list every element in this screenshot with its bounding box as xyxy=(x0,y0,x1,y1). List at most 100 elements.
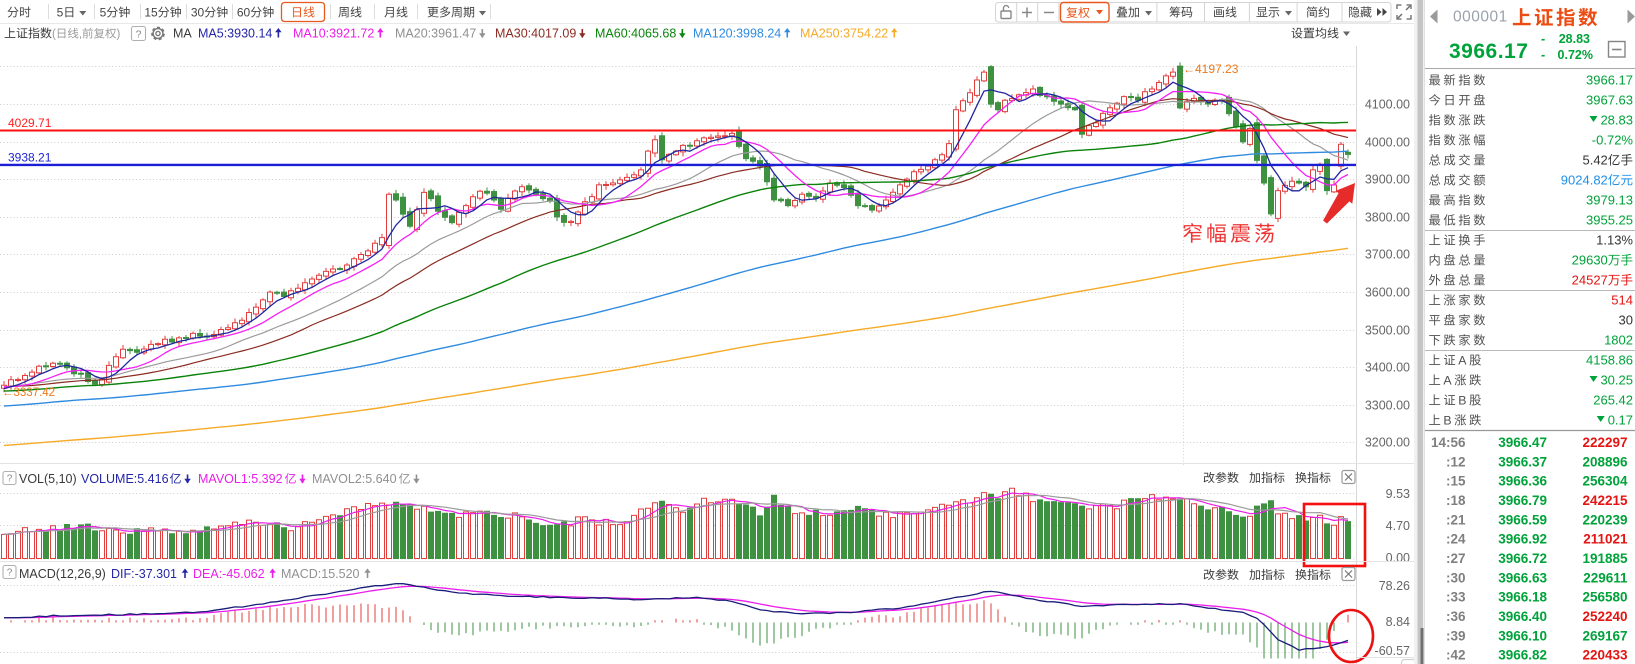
svg-text:DEA:-45.062: DEA:-45.062 xyxy=(193,567,265,581)
svg-text:3966.92: 3966.92 xyxy=(1498,532,1547,547)
svg-text:0.00: 0.00 xyxy=(1386,551,1410,565)
svg-text:MACD:15.520: MACD:15.520 xyxy=(281,567,360,581)
svg-text:-60.57: -60.57 xyxy=(1375,644,1410,658)
svg-text:8.84: 8.84 xyxy=(1386,615,1410,629)
svg-text:←3337.42: ←3337.42 xyxy=(2,387,55,399)
svg-text:): ) xyxy=(117,29,121,41)
svg-text:6: 6 xyxy=(237,6,244,20)
svg-text:3700.00: 3700.00 xyxy=(1365,248,1410,262)
svg-text:A: A xyxy=(1443,374,1452,388)
svg-text:MA250:3754.22: MA250:3754.22 xyxy=(800,27,888,41)
svg-text:242215: 242215 xyxy=(1582,493,1628,508)
svg-text:4158.86: 4158.86 xyxy=(1586,353,1633,368)
svg-text::33: :33 xyxy=(1446,590,1466,605)
svg-text:211021: 211021 xyxy=(1583,532,1628,547)
svg-text:3966.72: 3966.72 xyxy=(1498,551,1547,566)
svg-text:208896: 208896 xyxy=(1582,454,1628,469)
svg-text:MA30:4017.09: MA30:4017.09 xyxy=(495,27,576,41)
svg-text:3300.00: 3300.00 xyxy=(1365,399,1410,413)
svg-text:9.53: 9.53 xyxy=(1386,487,1410,501)
svg-text:1802: 1802 xyxy=(1604,333,1633,348)
svg-text:DIF:-37.301: DIF:-37.301 xyxy=(111,567,177,581)
svg-text:191885: 191885 xyxy=(1582,551,1628,566)
svg-text:3800.00: 3800.00 xyxy=(1365,211,1410,225)
svg-text:3966.59: 3966.59 xyxy=(1498,512,1547,527)
svg-text:?: ? xyxy=(7,568,13,579)
svg-text::27: :27 xyxy=(1446,551,1466,566)
svg-text:MACD(12,26,9): MACD(12,26,9) xyxy=(19,567,106,581)
svg-text:MA120:3998.24: MA120:3998.24 xyxy=(693,27,781,41)
svg-text:4100.00: 4100.00 xyxy=(1365,98,1410,112)
svg-text:..: .. xyxy=(1406,658,1411,664)
svg-text:3966.17: 3966.17 xyxy=(1449,40,1528,63)
svg-text::12: :12 xyxy=(1446,454,1466,469)
svg-text:3966.10: 3966.10 xyxy=(1498,628,1547,643)
svg-text:3966.17: 3966.17 xyxy=(1586,73,1633,88)
svg-text:4.70: 4.70 xyxy=(1386,519,1410,533)
svg-text:220239: 220239 xyxy=(1582,512,1627,527)
svg-text:229611: 229611 xyxy=(1583,570,1628,585)
svg-text:A: A xyxy=(1458,354,1467,368)
svg-text:?: ? xyxy=(7,474,13,485)
svg-text:0.72%: 0.72% xyxy=(1558,48,1593,62)
svg-text:MAVOL2:5.640: MAVOL2:5.640 xyxy=(312,472,397,486)
svg-text:5: 5 xyxy=(100,6,107,20)
svg-text:14:56: 14:56 xyxy=(1431,435,1466,450)
svg-text:VOL(5,10): VOL(5,10) xyxy=(19,472,77,486)
svg-text:4000.00: 4000.00 xyxy=(1365,136,1410,150)
svg-text:VOLUME:5.416: VOLUME:5.416 xyxy=(81,472,169,486)
svg-text:9024.82: 9024.82 xyxy=(1561,173,1608,188)
svg-text:3966.82: 3966.82 xyxy=(1498,648,1547,663)
svg-text:3955.25: 3955.25 xyxy=(1586,213,1633,228)
svg-text:30.25: 30.25 xyxy=(1600,373,1633,388)
svg-text:←4197.23: ←4197.23 xyxy=(1183,62,1239,76)
svg-text:256304: 256304 xyxy=(1582,474,1628,489)
svg-text:3966.18: 3966.18 xyxy=(1498,590,1547,605)
svg-text:3966.36: 3966.36 xyxy=(1498,474,1547,489)
svg-text:5.42: 5.42 xyxy=(1582,153,1607,168)
svg-text:514: 514 xyxy=(1611,293,1633,308)
svg-text:3966.37: 3966.37 xyxy=(1498,454,1547,469)
svg-text:000001: 000001 xyxy=(1453,9,1508,26)
svg-text:3200.00: 3200.00 xyxy=(1365,436,1410,450)
svg-text:(: ( xyxy=(52,29,56,41)
svg-text:5: 5 xyxy=(151,6,158,20)
svg-text:MA10:3921.72: MA10:3921.72 xyxy=(293,27,374,41)
svg-text:3400.00: 3400.00 xyxy=(1365,361,1410,375)
svg-text:MA: MA xyxy=(173,27,192,41)
svg-text:28.83: 28.83 xyxy=(1559,32,1590,46)
svg-text:3966.47: 3966.47 xyxy=(1498,435,1547,450)
svg-text:3900.00: 3900.00 xyxy=(1365,173,1410,187)
svg-text:222297: 222297 xyxy=(1582,435,1627,450)
svg-text:MA20:3961.47: MA20:3961.47 xyxy=(395,27,476,41)
svg-text::21: :21 xyxy=(1446,512,1466,527)
svg-text:3967.63: 3967.63 xyxy=(1586,93,1633,108)
svg-text:265.42: 265.42 xyxy=(1593,393,1633,408)
svg-text:256580: 256580 xyxy=(1582,590,1627,605)
svg-text::30: :30 xyxy=(1446,570,1466,585)
svg-text:-: - xyxy=(1541,48,1545,62)
svg-text:30: 30 xyxy=(1619,313,1633,328)
svg-text::15: :15 xyxy=(1446,474,1466,489)
svg-text:3966.40: 3966.40 xyxy=(1498,609,1547,624)
svg-text:0.17: 0.17 xyxy=(1608,413,1633,428)
svg-text::39: :39 xyxy=(1446,628,1466,643)
svg-text:3966.63: 3966.63 xyxy=(1498,570,1547,585)
svg-text:?: ? xyxy=(136,29,142,41)
svg-text:3600.00: 3600.00 xyxy=(1365,286,1410,300)
svg-text:-0.72%: -0.72% xyxy=(1592,133,1634,148)
svg-text:3966.79: 3966.79 xyxy=(1498,493,1547,508)
svg-text::42: :42 xyxy=(1446,648,1466,663)
svg-text:220433: 220433 xyxy=(1582,648,1628,663)
svg-text:0: 0 xyxy=(198,6,205,20)
svg-text:28.83: 28.83 xyxy=(1600,113,1633,128)
svg-text:24527: 24527 xyxy=(1572,273,1608,288)
svg-text:MA60:4065.68: MA60:4065.68 xyxy=(595,27,676,41)
svg-text:-: - xyxy=(1541,32,1545,46)
svg-text:3: 3 xyxy=(191,6,198,20)
svg-text:4029.71: 4029.71 xyxy=(8,116,52,130)
svg-text:,: , xyxy=(79,29,82,41)
svg-text:B: B xyxy=(1458,394,1466,408)
svg-text:78.26: 78.26 xyxy=(1379,579,1410,593)
svg-text:5: 5 xyxy=(57,6,64,20)
